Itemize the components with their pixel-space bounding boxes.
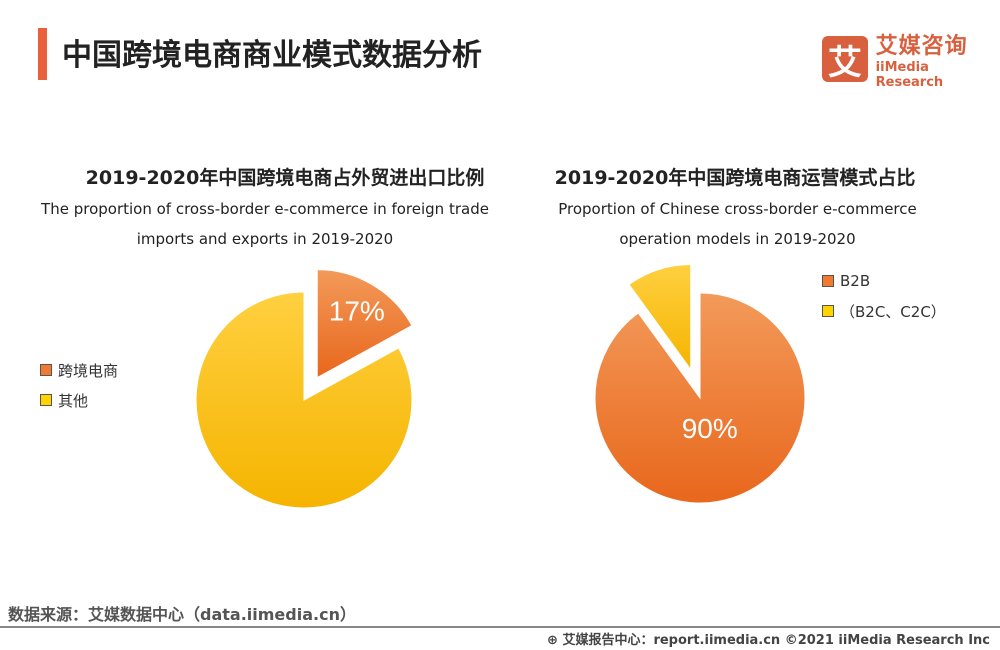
data-label-1-0: 90% bbox=[682, 413, 738, 444]
footer-report: ⊕ 艾媒报告中心：report.iimedia.cn ©2021 iiMedia… bbox=[547, 633, 990, 648]
title-accent-bar bbox=[38, 28, 47, 80]
chart1-legend: 跨境电商 其他 bbox=[40, 355, 118, 415]
chart1-subtitle: The proportion of cross-border e-commerc… bbox=[41, 200, 489, 248]
legend-item: 其他 bbox=[40, 385, 118, 415]
data-label-0-0: 17% bbox=[329, 296, 385, 327]
logo-mark: 艾 bbox=[822, 36, 868, 83]
logo-cn: 艾媒咨询 bbox=[875, 34, 968, 59]
legend-item: 跨境电商 bbox=[40, 355, 118, 385]
logo: 艾 艾媒咨询 iiMedia Research bbox=[822, 28, 1000, 90]
globe-icon: ⊕ bbox=[547, 633, 563, 648]
legend-item: B2B bbox=[822, 266, 946, 296]
chart2-legend: B2B （B2C、C2C） bbox=[822, 266, 946, 326]
chart2-subtitle: Proportion of Chinese cross-border e-com… bbox=[558, 200, 917, 248]
pie-slice-1-1 bbox=[628, 263, 692, 372]
chart2-title: 2019-2020年中国跨境电商运营模式占比 bbox=[554, 167, 916, 189]
legend-item: （B2C、C2C） bbox=[822, 296, 946, 326]
legend-swatch bbox=[40, 394, 52, 406]
chart1-title: 2019-2020年中国跨境电商占外贸进出口比例 bbox=[85, 167, 485, 189]
legend-swatch bbox=[822, 275, 834, 287]
legend-swatch bbox=[822, 305, 834, 317]
legend-swatch bbox=[40, 364, 52, 376]
pie-slice-0-0 bbox=[316, 269, 413, 379]
pie-slice-1-0 bbox=[594, 292, 806, 504]
pie-slice-0-1 bbox=[195, 291, 413, 509]
footer-divider bbox=[0, 626, 1000, 628]
logo-en: iiMedia Research bbox=[875, 60, 944, 90]
page-title: 中国跨境电商商业模式数据分析 bbox=[62, 38, 482, 73]
data-source: 数据来源：艾媒数据中心（data.iimedia.cn） bbox=[8, 605, 356, 624]
